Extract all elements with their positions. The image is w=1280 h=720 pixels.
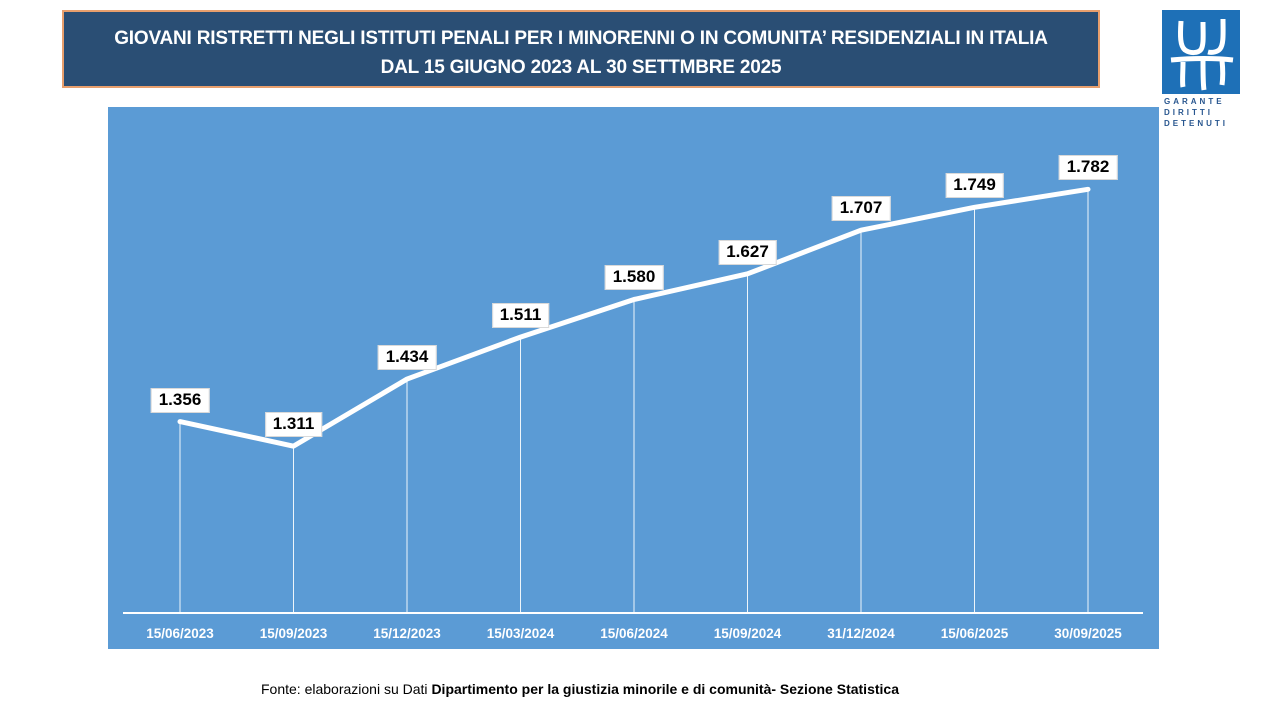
x-axis-tick-label: 15/06/2024	[600, 626, 668, 641]
chart-title-banner: GIOVANI RISTRETTI NEGLI ISTITUTI PENALI …	[62, 10, 1100, 88]
x-axis-tick-label: 15/09/2023	[259, 626, 328, 641]
x-axis-tick-label: 15/03/2024	[486, 626, 555, 641]
prison-window-glyph	[1170, 18, 1234, 91]
logo-text-line: DETENUTI	[1164, 119, 1228, 128]
x-axis-tick-label: 15/06/2025	[940, 626, 1009, 641]
source-note-bold: Dipartimento per la giustizia minorile e…	[431, 681, 899, 697]
data-point-label: 1.749	[945, 173, 1004, 199]
garante-logo-icon	[1162, 10, 1240, 94]
x-axis-tick-label: 31/12/2024	[827, 626, 895, 641]
source-note: Fonte: elaborazioni su Dati Dipartimento…	[0, 681, 1160, 697]
x-axis-tick-label: 15/06/2023	[146, 626, 214, 641]
data-point-label: 1.434	[377, 345, 437, 371]
data-point-label: 1.580	[604, 265, 664, 291]
x-axis-tick-label: 15/09/2024	[713, 626, 782, 641]
x-axis-tick-label: 15/12/2023	[373, 626, 441, 641]
title-line-1: GIOVANI RISTRETTI NEGLI ISTITUTI PENALI …	[114, 28, 1048, 49]
data-series-line	[177, 186, 1091, 449]
data-point-label: 1.511	[491, 303, 550, 329]
source-note-normal: Fonte: elaborazioni su Dati	[261, 681, 432, 697]
logo-text-line: GARANTE	[1164, 97, 1225, 106]
title-line-2: DAL 15 GIUGNO 2023 AL 30 SETTMBRE 2025	[380, 57, 782, 78]
data-point-label: 1.627	[718, 239, 777, 265]
plot-area: 1.356 15/06/2023 1.311 15/09/2023 1.434 15/12…	[108, 107, 1159, 649]
x-axis-tick-label: 30/09/2025	[1054, 626, 1122, 641]
data-point-label: 1.356	[150, 387, 210, 413]
data-point-label: 1.707	[831, 196, 891, 222]
line-chart-canvas	[123, 186, 1143, 614]
logo-text-line: DIRITTI	[1164, 108, 1213, 117]
data-point-label: 1.782	[1058, 155, 1118, 181]
garante-logo-text: GARANTE DIRITTI DETENUTI	[1164, 96, 1244, 129]
data-point-label: 1.311	[264, 412, 323, 438]
